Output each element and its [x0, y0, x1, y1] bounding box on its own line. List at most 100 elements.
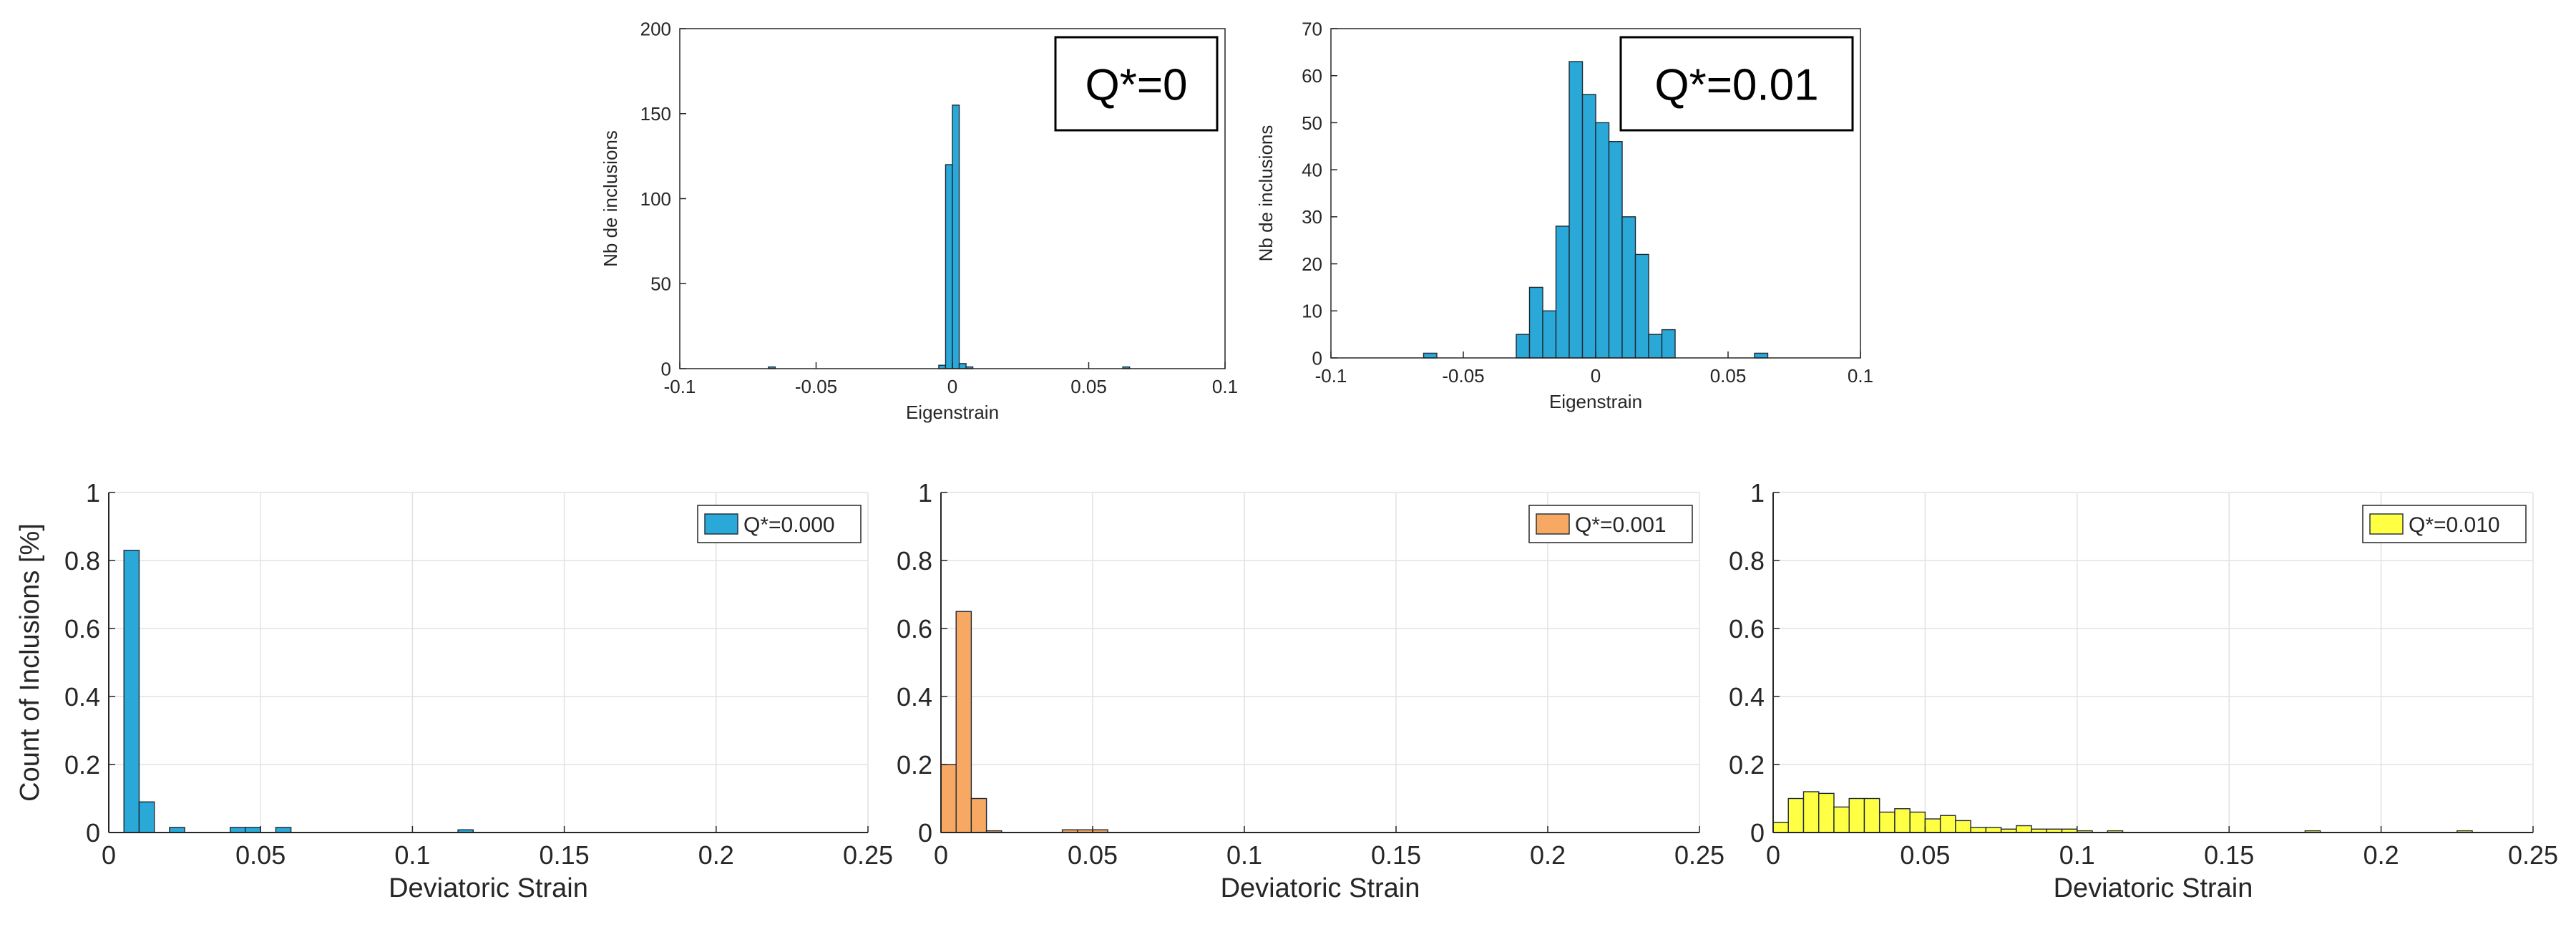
- x-axis-label: Deviatoric Strain: [2054, 873, 2253, 903]
- histogram-bar: [940, 764, 957, 833]
- histogram-bar: [1878, 811, 1896, 833]
- x-tick-label: 0: [102, 840, 116, 870]
- histogram-bar: [1423, 352, 1438, 359]
- y-tick-label: 0: [86, 818, 100, 848]
- x-tick-label: -0.05: [1442, 365, 1484, 387]
- x-tick-label: 0.15: [2204, 840, 2254, 870]
- histogram-bar: [1863, 797, 1880, 833]
- x-tick-label: 0.2: [698, 840, 734, 870]
- y-tick-label: 1: [1750, 478, 1765, 508]
- y-axis-label: Count of Inclusions [%]: [15, 523, 45, 802]
- y-tick-label: 0.2: [64, 750, 100, 780]
- y-tick-label: 150: [640, 103, 671, 125]
- legend-box: [2362, 505, 2527, 543]
- x-tick-label: 0: [947, 376, 957, 397]
- y-tick-label: 0: [1750, 818, 1765, 848]
- x-tick-label: 0.05: [1710, 365, 1747, 387]
- histogram-bar: [1894, 808, 1911, 833]
- x-tick-label: 0: [1591, 365, 1601, 387]
- y-tick-label: 1: [918, 478, 932, 508]
- annotation-box: [1619, 36, 1854, 132]
- histogram-bar: [1581, 94, 1596, 359]
- x-tick-label: 0.15: [1371, 840, 1421, 870]
- y-tick-label: 20: [1302, 253, 1322, 275]
- annotation-label: Q*=0: [1085, 60, 1187, 110]
- chart-2: -0.1 -0.05 0 0.05 0.1 0 10 20 30 40 50 60 70 Eigenstr…: [1255, 18, 1873, 412]
- y-tick-label: 70: [1302, 18, 1322, 39]
- x-tick-label: 0: [1766, 840, 1780, 870]
- histogram-bar: [138, 801, 155, 833]
- y-tick-label: 0.8: [64, 546, 100, 576]
- x-tick-label: 0.1: [2059, 840, 2095, 870]
- x-tick-label: 0.1: [1212, 376, 1238, 397]
- histogram-bar: [123, 550, 140, 833]
- y-tick-label: 100: [640, 188, 671, 210]
- histogram-bar: [1970, 827, 1987, 833]
- chart-4: 0 0.05 0.1 0.15 0.2 0.25 0 0.2 0.4 0.6 0.8 1 Deviato…: [897, 478, 1724, 903]
- histogram-bar: [1924, 818, 1941, 833]
- plot-area: [941, 492, 1699, 833]
- x-tick-label: 0.1: [1848, 365, 1873, 387]
- histogram-bar: [1648, 334, 1663, 359]
- y-axis-label: Nb de inclusions: [1255, 125, 1277, 262]
- histogram-bar: [169, 827, 185, 833]
- histogram-bar: [952, 105, 960, 369]
- y-axis-label: Nb de inclusions: [600, 130, 621, 267]
- y-tick-label: 0.2: [897, 750, 932, 780]
- histogram-bar: [2016, 825, 2032, 833]
- x-tick-label: 0.25: [2508, 840, 2558, 870]
- histogram-bar: [955, 611, 972, 833]
- legend-swatch: [1536, 513, 1570, 535]
- y-tick-label: 0.6: [897, 614, 932, 644]
- legend-swatch: [704, 513, 738, 535]
- histogram-bar: [230, 827, 246, 833]
- x-tick-label: 0.05: [235, 840, 286, 870]
- histogram-bar: [1608, 141, 1623, 359]
- plot-area: [109, 492, 868, 833]
- y-tick-label: 1: [86, 478, 100, 508]
- x-tick-label: 0.2: [2363, 840, 2399, 870]
- x-tick-label: 0.25: [1674, 840, 1724, 870]
- x-axis-label: Eigenstrain: [906, 402, 999, 423]
- histogram-bar: [1848, 797, 1865, 833]
- legend-swatch: [2369, 513, 2404, 535]
- plot-area: [1773, 492, 2533, 833]
- annotation-label: Q*=0.01: [1654, 60, 1818, 110]
- legend-label: Q*=0.001: [1575, 513, 1667, 537]
- histogram-bar: [1661, 329, 1676, 359]
- x-tick-label: -0.1: [1315, 365, 1347, 387]
- x-axis-label: Deviatoric Strain: [389, 873, 588, 903]
- histogram-bar: [945, 164, 953, 369]
- histogram-bar: [245, 827, 261, 833]
- histogram-bar: [1555, 225, 1570, 359]
- histogram-bar: [1528, 286, 1543, 359]
- histogram-bar: [1818, 792, 1835, 833]
- histogram-bar: [1754, 352, 1769, 359]
- y-tick-label: 50: [650, 273, 671, 295]
- y-tick-label: 200: [640, 18, 671, 39]
- y-tick-label: 0.4: [897, 682, 932, 712]
- x-axis-label: Eigenstrain: [1549, 391, 1642, 412]
- y-tick-label: 50: [1302, 112, 1322, 134]
- x-tick-label: 0.2: [1530, 840, 1566, 870]
- y-tick-label: 0.8: [1729, 546, 1765, 576]
- y-tick-label: 0: [918, 818, 932, 848]
- histogram-bar: [1833, 806, 1850, 833]
- histogram-bar: [1955, 820, 1971, 833]
- y-tick-label: 0.8: [897, 546, 932, 576]
- histogram-bar: [1621, 216, 1636, 359]
- histogram-bar: [1516, 334, 1531, 359]
- x-tick-label: 0.1: [394, 840, 430, 870]
- histogram-bar: [958, 363, 967, 369]
- histogram-bar: [1595, 122, 1610, 359]
- x-tick-label: 0.05: [1068, 840, 1118, 870]
- x-tick-label: 0: [934, 840, 948, 870]
- x-tick-label: 0.1: [1226, 840, 1262, 870]
- y-tick-label: 0: [661, 358, 671, 379]
- y-tick-label: 0.6: [64, 614, 100, 644]
- histogram-bar: [1568, 61, 1584, 359]
- y-tick-label: 0.6: [1729, 614, 1765, 644]
- legend-label: Q*=0.010: [2409, 513, 2500, 537]
- x-axis-label: Deviatoric Strain: [1221, 873, 1420, 903]
